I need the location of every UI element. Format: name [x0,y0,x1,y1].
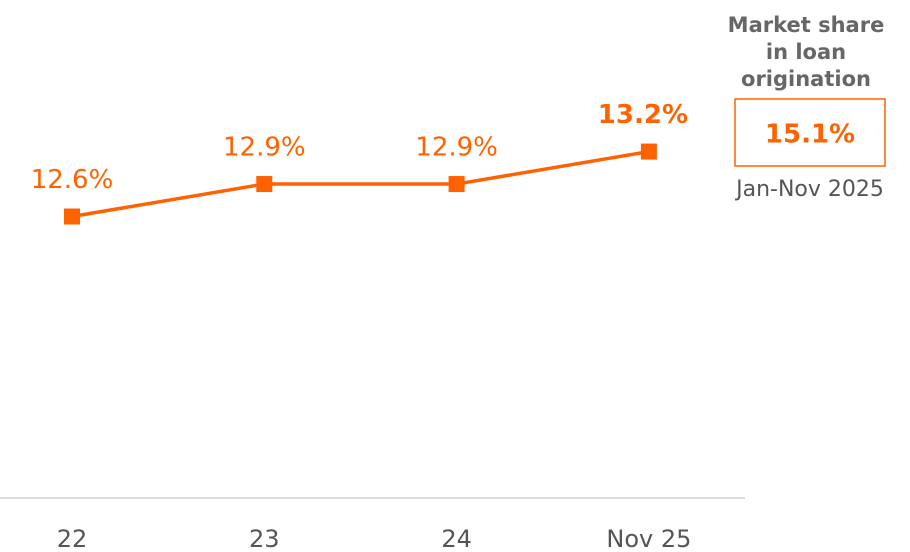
x-tick-label: 22 [57,525,88,552]
side-title: Market share in loan origination [727,13,885,91]
highlight-period: Jan-Nov 2025 [734,177,884,202]
marker [448,176,465,193]
marker [64,208,80,225]
value-label: 12.9% [223,133,306,163]
highlight-value: 15.1% [765,120,855,150]
marker [640,143,657,160]
x-tick-label: 24 [441,525,472,552]
value-label: 13.2% [598,100,688,130]
line [71,149,650,219]
value-label: 12.6% [31,165,114,195]
value-label: 12.9% [415,133,498,163]
x-tick-label: 23 [249,525,280,552]
x-tick-label: Nov 25 [606,525,691,552]
highlight-box [734,98,886,167]
marker [256,176,273,193]
